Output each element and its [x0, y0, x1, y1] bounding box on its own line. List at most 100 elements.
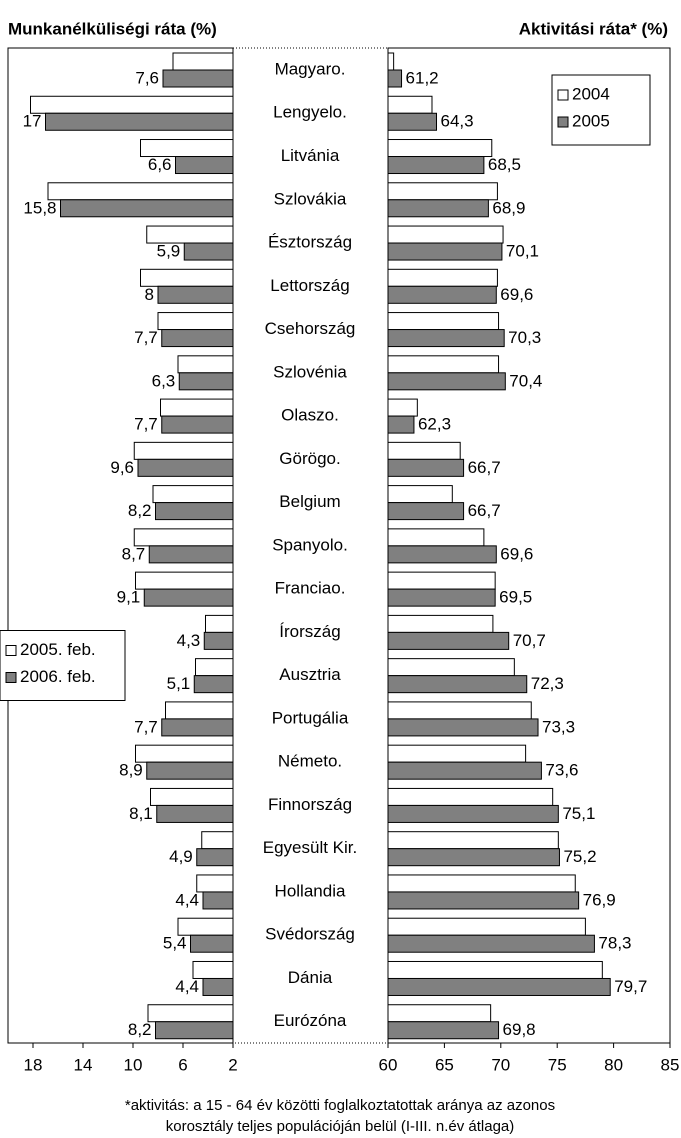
category-label: Görögo.: [279, 449, 340, 468]
value-label: 70,7: [513, 631, 546, 650]
value-label: 5,9: [157, 242, 181, 261]
category-label: Dánia: [288, 968, 333, 987]
value-label: 4,3: [177, 631, 201, 650]
bar: [387, 199, 489, 218]
bar: [133, 528, 234, 547]
bar: [60, 199, 234, 218]
bar: [146, 761, 234, 780]
bar: [148, 545, 234, 564]
value-label: 8,1: [129, 804, 153, 823]
bar: [152, 485, 234, 504]
bar: [387, 485, 453, 504]
x-tick-label: 2: [228, 1055, 237, 1074]
value-label: 73,3: [542, 717, 575, 736]
bar: [387, 1021, 500, 1040]
x-tick-label: 6: [178, 1055, 187, 1074]
category-label: Eurózóna: [274, 1011, 347, 1030]
bar: [387, 182, 498, 201]
value-label: 68,9: [492, 198, 525, 217]
value-label: 7,7: [134, 717, 158, 736]
bar: [387, 718, 539, 737]
bar: [387, 52, 395, 71]
value-label: 9,6: [110, 458, 134, 477]
value-label: 62,3: [418, 415, 451, 434]
x-tick-label: 70: [491, 1055, 510, 1074]
x-tick-label: 18: [24, 1055, 43, 1074]
legend-swatch: [5, 645, 17, 656]
value-label: 5,4: [163, 934, 187, 953]
bar: [150, 787, 234, 806]
x-tick-label: 60: [379, 1055, 398, 1074]
legend-box: [0, 630, 126, 701]
bar: [45, 112, 234, 131]
bar: [137, 458, 234, 477]
category-label: Finnország: [268, 795, 352, 814]
category-label: Franciao.: [275, 579, 346, 598]
category-label: Ausztria: [279, 665, 341, 684]
bar: [135, 571, 234, 590]
category-label: Csehország: [265, 319, 356, 338]
value-label: 69,6: [500, 544, 533, 563]
bar: [193, 675, 234, 694]
bar: [387, 891, 580, 910]
category-label: Szlovénia: [273, 362, 347, 381]
category-label: Egyesült Kir.: [263, 838, 358, 857]
bar: [157, 285, 234, 304]
value-label: 17: [23, 112, 42, 131]
value-label: 70,1: [506, 242, 539, 261]
legend-swatch: [557, 89, 569, 101]
bar: [387, 225, 504, 244]
bar: [133, 441, 234, 460]
value-label: 72,3: [531, 674, 564, 693]
value-label: 8,2: [128, 1020, 152, 1039]
value-label: 7,7: [134, 415, 158, 434]
value-label: 4,4: [175, 977, 199, 996]
bar: [387, 242, 503, 261]
bar: [387, 571, 496, 590]
value-label: 8,2: [128, 501, 152, 520]
value-label: 73,6: [545, 761, 578, 780]
category-label: Hollandia: [275, 881, 346, 900]
bar: [140, 268, 234, 287]
value-label: 8: [145, 285, 154, 304]
bar: [387, 69, 403, 88]
value-label: 70,4: [509, 371, 542, 390]
bar: [387, 917, 586, 936]
x-tick-label: 14: [74, 1055, 93, 1074]
value-label: 78,3: [598, 934, 631, 953]
x-tick-label: 10: [124, 1055, 143, 1074]
value-label: 70,3: [508, 328, 541, 347]
bar: [30, 95, 234, 114]
bar: [161, 415, 234, 434]
legend-label: 2004: [572, 84, 610, 103]
category-label: Litvánia: [281, 146, 340, 165]
bar: [387, 398, 418, 417]
bar: [387, 658, 515, 677]
right-title: Aktivitási ráta* (%): [519, 19, 668, 38]
bar: [190, 934, 234, 953]
footnote: *aktivitás: a 15 - 64 év közötti foglalk…: [125, 1097, 555, 1114]
bar: [192, 960, 234, 979]
value-label: 9,1: [117, 588, 141, 607]
left-title: Munkanélküliségi ráta (%): [8, 19, 217, 38]
bar: [387, 355, 500, 374]
bar: [387, 528, 485, 547]
value-label: 66,7: [468, 458, 501, 477]
x-tick-label: 80: [604, 1055, 623, 1074]
bar: [205, 614, 234, 633]
value-label: 5,1: [167, 674, 191, 693]
bar: [155, 1021, 234, 1040]
bar: [195, 658, 234, 677]
bar: [387, 285, 497, 304]
category-label: Szlovákia: [274, 189, 347, 208]
value-label: 69,6: [500, 285, 533, 304]
bar: [157, 312, 234, 331]
bar: [161, 718, 234, 737]
bar: [387, 329, 505, 348]
category-label: Lettország: [270, 276, 349, 295]
bar: [160, 398, 234, 417]
bar: [140, 139, 234, 158]
bar: [155, 502, 234, 521]
x-tick-label: 85: [661, 1055, 680, 1074]
